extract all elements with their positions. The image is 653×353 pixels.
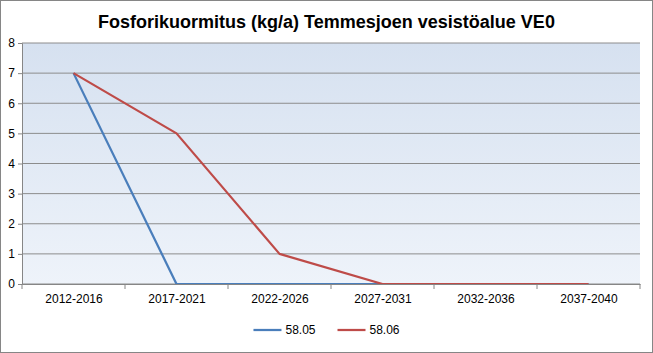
grid-line	[22, 223, 640, 224]
x-separator	[434, 284, 435, 289]
grid-line	[22, 163, 640, 164]
y-tick-label: 4	[8, 157, 15, 171]
y-tick: 5	[8, 127, 22, 141]
x-tick-label: 2017-2021	[148, 292, 206, 306]
y-tick: 2	[8, 217, 22, 231]
grid-line	[22, 73, 640, 74]
legend-swatch	[338, 329, 366, 331]
y-tick-mark	[18, 284, 22, 285]
x-separator	[228, 284, 229, 289]
y-tick-label: 5	[8, 127, 15, 141]
y-tick-mark	[18, 43, 22, 44]
y-tick-label: 3	[8, 187, 15, 201]
x-tick-label: 2027-2031	[354, 292, 412, 306]
y-tick-mark	[18, 133, 22, 134]
legend: 58.05 58.06	[253, 323, 399, 337]
plot-area: 0 1 2 3 4 5 6 7 8 2012-2016 2017-2021 2022-2026 2027…	[8, 36, 640, 305]
x-tick: 2027-2031	[354, 284, 412, 306]
y-tick-label: 8	[8, 36, 15, 50]
series-lines	[74, 73, 589, 284]
grid-line	[22, 193, 640, 194]
x-category-separators	[22, 284, 640, 289]
x-tick: 2037-2040	[560, 284, 618, 306]
y-tick-mark	[18, 103, 22, 104]
grid-line	[22, 103, 640, 104]
legend-label: 58.05	[285, 323, 315, 337]
x-tick-label: 2012-2016	[45, 292, 103, 306]
y-tick-label: 0	[8, 277, 15, 291]
chart-border	[1, 1, 653, 353]
grid	[22, 43, 640, 284]
y-tick-label: 2	[8, 217, 15, 231]
y-tick-mark	[18, 224, 22, 225]
x-separator	[125, 284, 126, 289]
y-axis: 0 1 2 3 4 5 6 7 8	[8, 36, 22, 291]
y-tick: 7	[8, 66, 22, 80]
y-tick-label: 6	[8, 97, 15, 111]
grid-line	[22, 43, 640, 44]
y-tick-mark	[18, 194, 22, 195]
y-tick-label: 1	[8, 247, 15, 261]
x-tick-label: 2032-2036	[457, 292, 515, 306]
chart-title: Fosforikuormitus (kg/a) Temmesjoen vesis…	[98, 12, 555, 32]
y-tick: 6	[8, 97, 22, 111]
x-tick: 2012-2016	[45, 284, 103, 306]
x-tick: 2032-2036	[457, 284, 515, 306]
legend-item: 58.05	[253, 323, 315, 337]
x-separator	[640, 284, 641, 289]
legend-item: 58.06	[338, 323, 400, 337]
x-axis: 2012-2016 2017-2021 2022-2026 2027-2031 2032…	[22, 284, 641, 306]
x-separator	[537, 284, 538, 289]
grid-line	[22, 253, 640, 254]
series-line	[74, 73, 589, 284]
x-separator	[22, 284, 23, 289]
y-tick: 0	[8, 277, 22, 291]
x-tick: 2022-2026	[251, 284, 309, 306]
plot-background	[22, 43, 640, 284]
y-tick: 1	[8, 247, 22, 261]
y-axis-line	[18, 44, 23, 285]
y-tick-label: 7	[8, 66, 15, 80]
x-tick-label: 2022-2026	[251, 292, 309, 306]
y-tick: 3	[8, 187, 22, 201]
y-tick: 4	[8, 157, 22, 171]
x-tick-label: 2037-2040	[560, 292, 618, 306]
grid-line	[22, 133, 640, 134]
legend-swatch	[253, 329, 281, 331]
y-tick-mark	[18, 254, 22, 255]
x-separator	[331, 284, 332, 289]
y-tick: 8	[8, 36, 22, 50]
x-tick: 2017-2021	[148, 284, 206, 306]
series-line	[74, 73, 589, 284]
y-tick-mark	[18, 73, 22, 74]
legend-label: 58.06	[370, 323, 400, 337]
y-tick-mark	[18, 164, 22, 165]
